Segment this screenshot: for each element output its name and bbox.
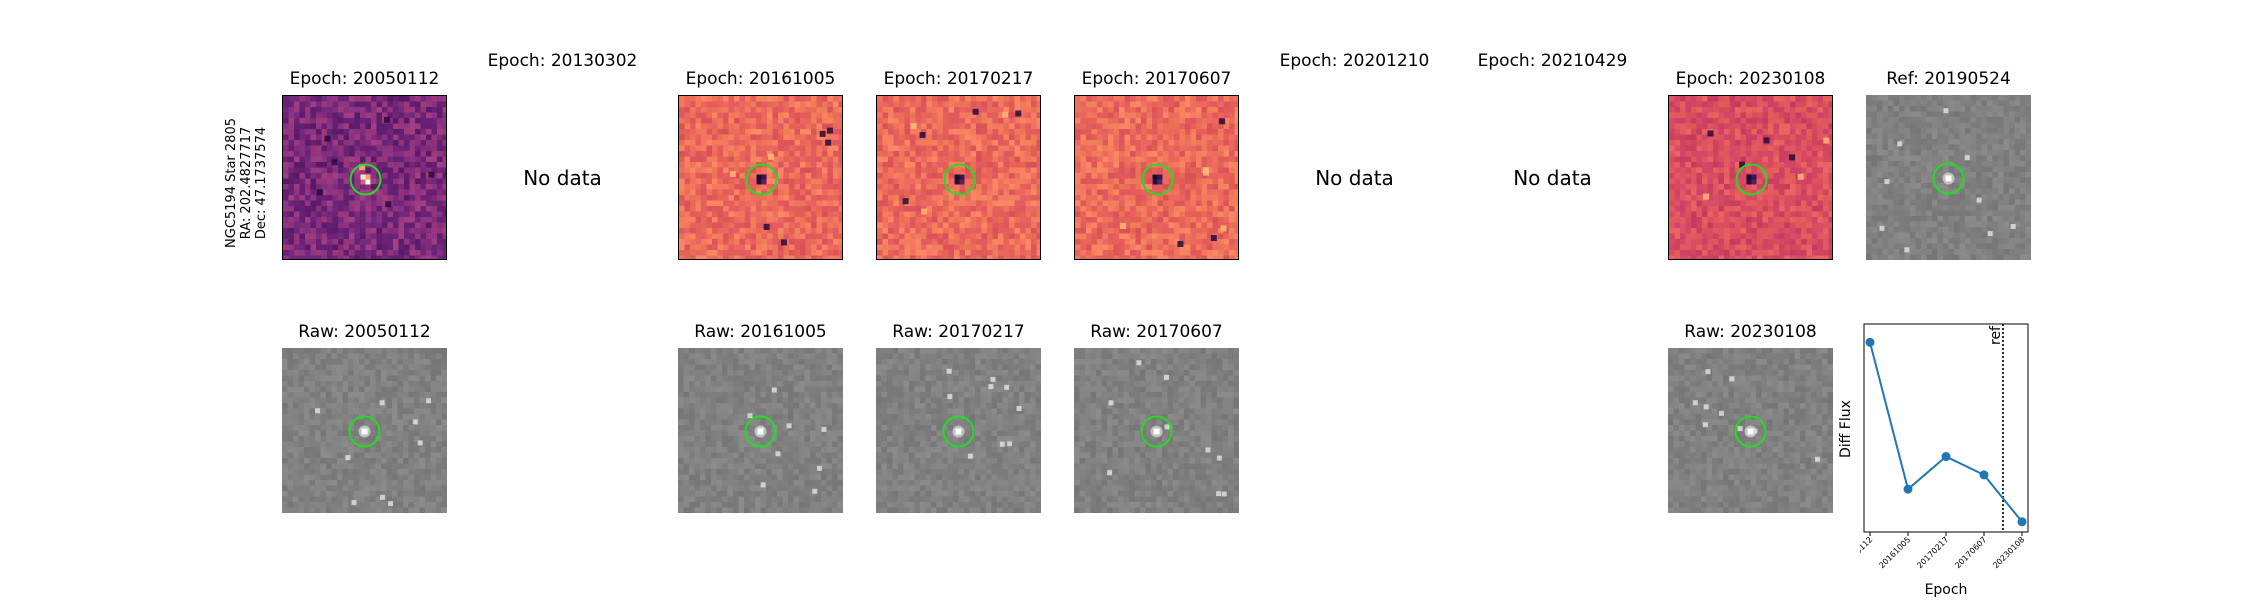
y-axis-label: Diff Flux [1838,400,1854,458]
diff-title-8: Ref: 20190524 [1839,69,2059,89]
diff-title-2: Epoch: 20161005 [651,69,871,89]
data-point-20050112 [1866,338,1875,347]
series-line [1870,342,2022,521]
no-data-label-1: No data [453,166,673,190]
target-dec: Dec: 47.1737574 [254,108,269,258]
target-ra: RA: 202.4827717 [239,108,254,258]
raw-title-0: Raw: 20050112 [255,322,475,342]
target-label: NGC5194 Star 2805 RA: 202.4827717 Dec: 4… [224,108,244,258]
diff-title-3: Epoch: 20170217 [849,69,1069,89]
diff-image-3 [876,95,1041,260]
x-tick-label-0: 20050112 [1860,535,1874,570]
diff-title-0: Epoch: 20050112 [255,69,475,89]
diff-image-0 [282,95,447,260]
raw-image-3 [876,348,1041,513]
raw-title-7: Raw: 20230108 [1641,322,1861,342]
raw-image-4 [1074,348,1239,513]
data-point-20170217 [1942,452,1951,461]
raw-image-2 [678,348,843,513]
data-point-20161005 [1904,485,1913,494]
x-tick-label-4: 20230108 [1991,535,2026,570]
x-tick-label-3: 20170607 [1953,535,1988,570]
diff-title-7: Epoch: 20230108 [1641,69,1861,89]
light-curve-chart: ref 20050112 20161005 20170217 20170607 20230… [1860,320,2060,600]
raw-title-3: Raw: 20170217 [849,322,1069,342]
raw-image-7 [1668,348,1833,513]
raw-title-2: Raw: 20161005 [651,322,871,342]
diff-title-6: Epoch: 20210429 [1443,51,1663,71]
raw-image-0 [282,348,447,513]
raw-title-4: Raw: 20170607 [1047,322,1267,342]
diff-image-8 [1866,95,2031,260]
x-tick-label-1: 20161005 [1877,535,1912,570]
diff-title-1: Epoch: 20130302 [453,51,673,71]
diff-image-4 [1074,95,1239,260]
diff-image-2 [678,95,843,260]
reference-line-label: ref [1988,325,2004,345]
no-data-label-6: No data [1443,166,1663,190]
data-point-20170607 [1980,470,1989,479]
x-axis-label: Epoch [1925,582,1968,598]
diff-title-4: Epoch: 20170607 [1047,69,1267,89]
target-name: NGC5194 Star 2805 [224,108,239,258]
data-point-20230108 [2018,517,2027,526]
diff-image-7 [1668,95,1833,260]
x-tick-label-2: 20170217 [1915,535,1950,570]
diff-title-5: Epoch: 20201210 [1245,51,1465,71]
no-data-label-5: No data [1245,166,1465,190]
